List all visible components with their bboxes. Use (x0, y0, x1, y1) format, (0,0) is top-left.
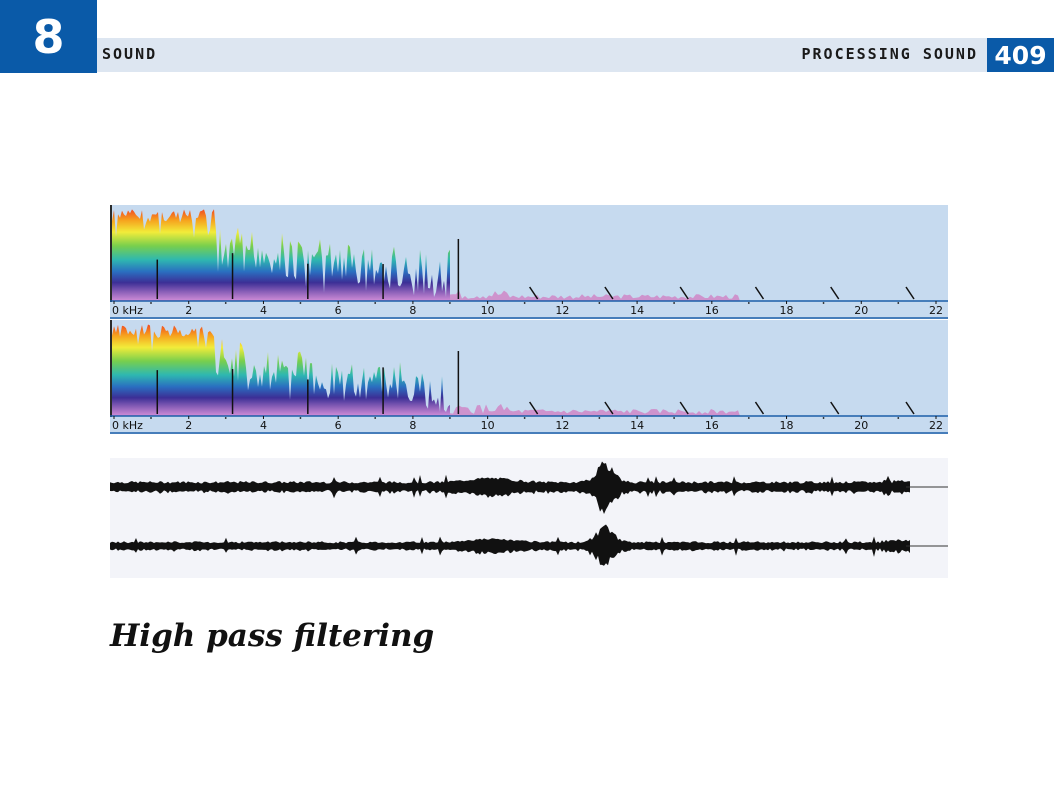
frequency-tick-label: 6 (335, 304, 342, 317)
spectrum-graphic-left: 0 kHz 2 4 6 8 10 12 14 16 18 20 22 (110, 205, 948, 319)
spectrum-panel-left: 0 kHz 2 4 6 8 10 12 14 16 18 20 22 (110, 205, 948, 319)
frequency-tick-label: 14 (630, 304, 644, 317)
frequency-tick-label: 16 (705, 419, 719, 432)
frequency-tick-label: 20 (854, 419, 868, 432)
frequency-tick-label: 16 (705, 304, 719, 317)
frequency-tick-label: 18 (780, 419, 794, 432)
frequency-tick-label: 4 (260, 419, 267, 432)
spectrum-panel-right: 0 kHz 2 4 6 8 10 12 14 16 18 20 22 (110, 320, 948, 434)
waveform-panel (110, 458, 948, 578)
frequency-tick-label: 4 (260, 304, 267, 317)
frequency-tick-label: 20 (854, 304, 868, 317)
frequency-tick-label: 22 (929, 419, 943, 432)
frequency-tick-label: 2 (185, 419, 192, 432)
spectrum-graphic-right: 0 kHz 2 4 6 8 10 12 14 16 18 20 22 (110, 320, 948, 434)
frequency-tick-label: 0 kHz (112, 304, 143, 317)
frequency-tick-label: 8 (409, 419, 416, 432)
frequency-tick-label: 10 (481, 419, 495, 432)
waveform-graphic (110, 461, 948, 566)
frequency-tick-label: 14 (630, 419, 644, 432)
running-title: PROCESSING SOUND (801, 45, 978, 63)
frequency-tick-label: 2 (185, 304, 192, 317)
frequency-tick-label: 0 kHz (112, 419, 143, 432)
frequency-tick-label: 12 (555, 304, 569, 317)
chapter-number: 8 (32, 9, 65, 64)
frequency-tick-label: 8 (409, 304, 416, 317)
page-number-badge: 409 (987, 38, 1054, 72)
header-band (97, 38, 987, 72)
figure-caption: High pass filtering (110, 618, 435, 654)
chapter-number-badge: 8 (0, 0, 97, 73)
section-title: SOUND (102, 45, 158, 63)
page-number: 409 (994, 40, 1047, 70)
frequency-tick-label: 18 (780, 304, 794, 317)
frequency-tick-label: 12 (555, 419, 569, 432)
frequency-tick-label: 22 (929, 304, 943, 317)
frequency-tick-label: 10 (481, 304, 495, 317)
frequency-tick-label: 6 (335, 419, 342, 432)
